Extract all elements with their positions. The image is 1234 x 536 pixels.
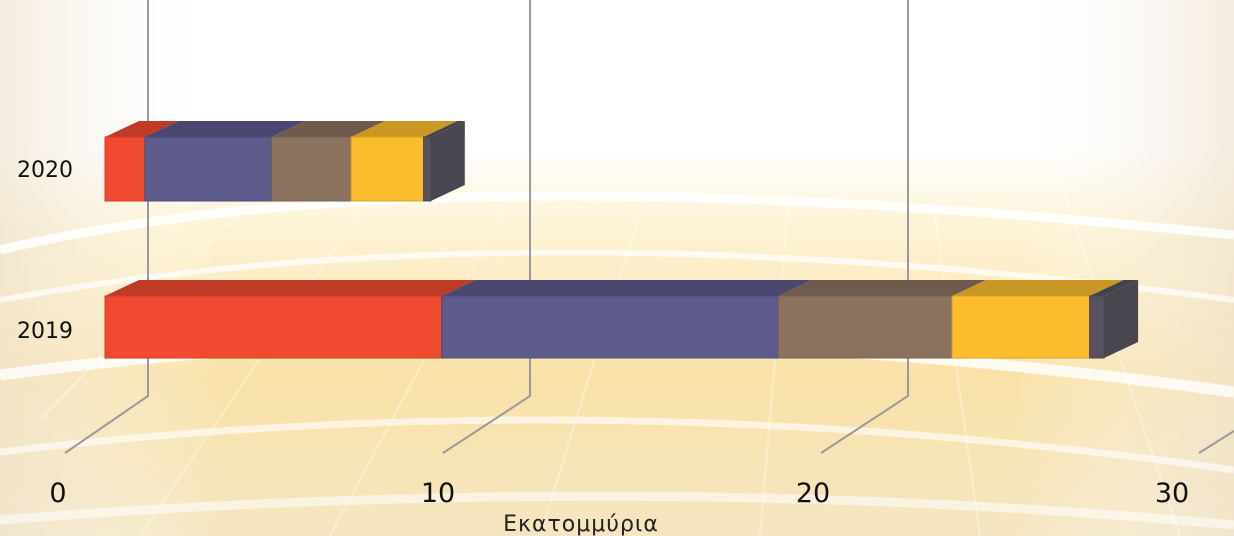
- gridline-20: [820, 0, 909, 454]
- category-labels: 2020 2019: [17, 158, 73, 344]
- bar-top-2019-0: [105, 280, 476, 296]
- bar-2019-series-3: [777, 295, 953, 359]
- bar-top-2019-1: [441, 280, 813, 296]
- category-label-2019: 2019: [17, 319, 73, 344]
- bar-top-2019-3: [952, 280, 1124, 296]
- bar-2019-series-4: [951, 295, 1091, 359]
- gridline-30: [1198, 429, 1234, 454]
- bar-top-2019-2: [778, 280, 987, 296]
- bar-top-2020-4: [423, 121, 465, 137]
- bars: [104, 121, 1139, 359]
- bar-top-2020-0: [105, 121, 179, 137]
- x-tick-label-30: 30: [1155, 478, 1189, 509]
- x-tick-label-10: 10: [421, 478, 455, 509]
- gridline-10: [442, 0, 531, 454]
- bar-top-2019-4: [1089, 280, 1139, 296]
- bar-side-2019: [1104, 280, 1139, 358]
- category-label-2020: 2020: [17, 158, 73, 183]
- bar-top-2020-3: [351, 121, 458, 137]
- x-tick-label-20: 20: [796, 478, 830, 509]
- bar-2020-series-4: [350, 136, 425, 202]
- bar-2020-series-1: [104, 136, 146, 202]
- bar-2020-series-5: [423, 136, 432, 202]
- x-tick-labels: 0 10 20 30: [49, 478, 1189, 509]
- bar-2020-series-3: [271, 136, 352, 202]
- bar-2019-series-5: [1089, 295, 1105, 359]
- x-axis-label: Εκατομμύρια: [503, 512, 659, 536]
- x-tick-label-0: 0: [49, 478, 66, 509]
- bar-2019-series-2: [441, 295, 779, 359]
- bar-side-2020: [430, 121, 465, 201]
- bar-top-2020-2: [271, 121, 386, 137]
- bar-2020-series-2: [144, 136, 273, 202]
- bar-top-2020-1: [144, 121, 306, 137]
- bar-2019-series-1: [104, 295, 443, 359]
